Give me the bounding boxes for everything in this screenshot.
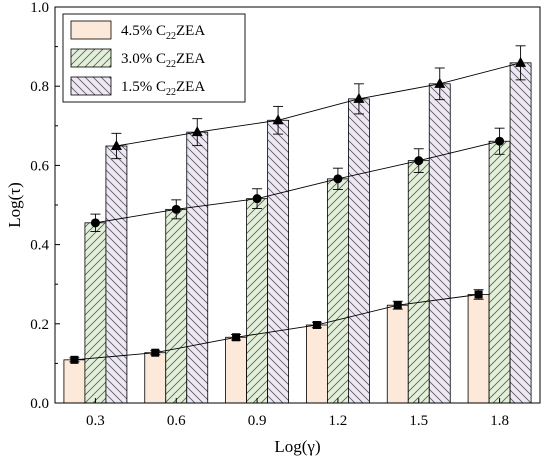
legend-swatch <box>70 20 112 40</box>
bar <box>246 198 268 404</box>
bar <box>509 62 532 404</box>
circle-marker <box>333 174 343 184</box>
square-marker <box>232 333 241 342</box>
triangle-marker <box>515 56 527 67</box>
square-marker <box>312 320 321 329</box>
legend-swatch <box>70 48 112 68</box>
legend-label: 4.5% C22ZEA <box>121 23 205 42</box>
bar <box>407 160 430 404</box>
bar <box>428 83 451 404</box>
bar <box>105 145 128 404</box>
circle-marker <box>90 218 100 228</box>
x-axis-title: Log(γ) <box>274 437 320 456</box>
bar <box>186 131 209 404</box>
square-marker <box>393 301 402 310</box>
legend-item: 3.0% C22ZEA <box>70 48 205 70</box>
legend: 4.5% C22ZEA 3.0% C22ZEA 1.5% C22ZEA <box>62 13 246 103</box>
bar-fill <box>144 352 166 403</box>
trend-line <box>116 62 521 147</box>
bar <box>165 208 188 404</box>
y-tick-label: 0.6 <box>30 158 49 174</box>
legend-label: 1.5% C22ZEA <box>121 79 205 98</box>
bar-fill <box>468 294 490 403</box>
trend-line <box>74 294 479 361</box>
trend-line <box>95 140 500 224</box>
x-tick-label: 1.2 <box>329 413 348 429</box>
legend-swatch-fill <box>71 21 111 39</box>
markers-layer <box>70 56 527 364</box>
circle-marker <box>414 156 424 166</box>
bar-fill <box>63 359 85 403</box>
bar-fill <box>225 337 247 403</box>
circle-marker <box>495 136 505 146</box>
triangle-marker <box>353 92 365 103</box>
x-tick-label: 1.8 <box>490 413 509 429</box>
circle-marker <box>171 204 181 214</box>
x-tick-label: 0.6 <box>167 413 186 429</box>
y-tick-label: 0.8 <box>30 79 49 95</box>
bar <box>327 178 349 404</box>
triangle-marker <box>272 114 284 125</box>
legend-item: 1.5% C22ZEA <box>70 76 205 98</box>
circle-marker <box>252 194 262 204</box>
axes-layer: 0.0 0.2 0.4 0.6 0.8 1.0 0.3 0.6 0.9 1.2 1.5 1.8 <box>30 0 509 429</box>
triangle-marker <box>191 126 203 137</box>
x-tick-label: 1.5 <box>409 413 428 429</box>
legend-item: 4.5% C22ZEA <box>70 20 205 42</box>
y-tick-label: 0.2 <box>30 317 49 333</box>
triangle-marker <box>110 139 122 150</box>
square-marker <box>474 290 483 299</box>
bar <box>488 140 511 404</box>
square-marker <box>151 348 160 357</box>
y-tick-label: 0.0 <box>30 396 49 412</box>
y-axis-title: Log(τ) <box>5 182 24 228</box>
bar <box>84 222 107 404</box>
bar-fill <box>387 305 409 403</box>
square-marker <box>70 355 79 364</box>
bar <box>267 119 289 404</box>
trend-lines-layer <box>74 62 521 361</box>
x-tick-label: 0.3 <box>86 413 105 429</box>
y-tick-label: 0.4 <box>30 238 49 254</box>
triangle-marker <box>434 77 446 88</box>
y-tick-label: 1.0 <box>30 0 49 16</box>
bar <box>348 98 370 404</box>
legend-label: 3.0% C22ZEA <box>121 51 205 70</box>
bars-layer <box>63 62 532 404</box>
x-tick-label: 0.9 <box>248 413 267 429</box>
legend-swatch <box>70 76 112 96</box>
bar-fill <box>306 324 328 403</box>
